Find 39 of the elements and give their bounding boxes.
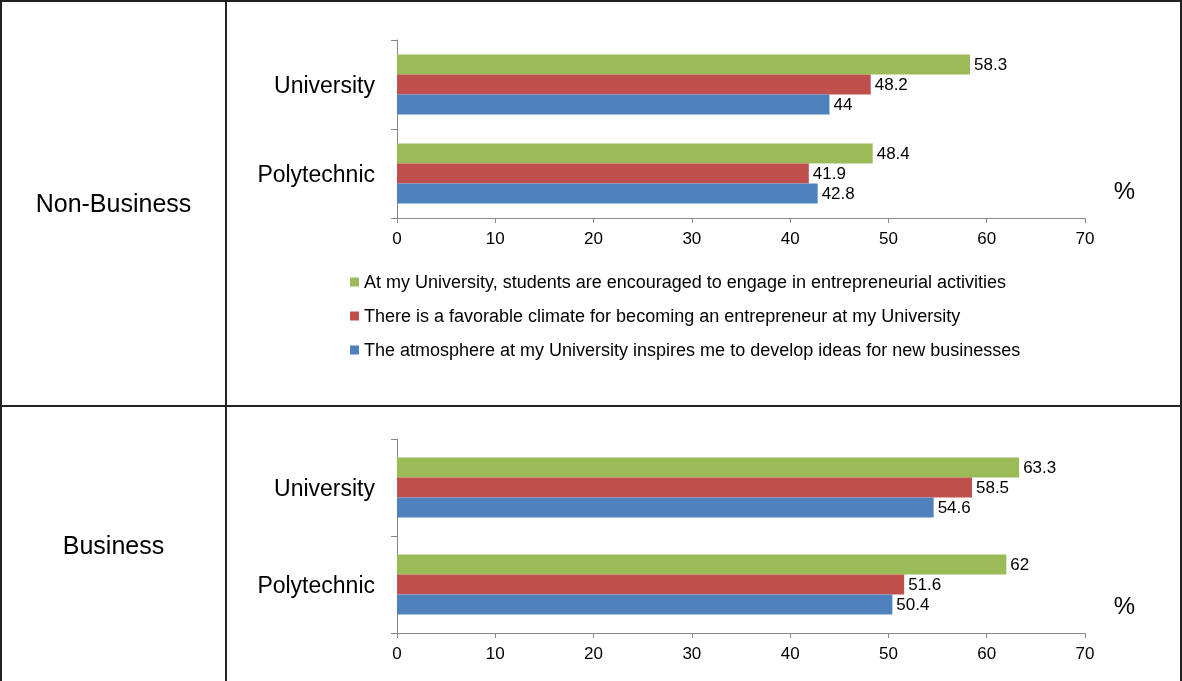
x-tick-label: 50	[878, 644, 898, 663]
data-label: 54.6	[937, 498, 971, 517]
x-tick-label: 30	[682, 229, 702, 248]
data-label: 58.5	[975, 478, 1010, 497]
x-axis-title: %	[1113, 176, 1135, 204]
x-tick-label: 40	[780, 644, 800, 663]
x-tick-label: 70	[1075, 644, 1095, 663]
y-tick-label: Polytechnic	[257, 160, 375, 187]
x-tick-label: 60	[977, 229, 997, 248]
data-label: 51.6	[908, 575, 942, 594]
x-tick-label: 50	[878, 229, 898, 248]
x-tick-label: 60	[977, 644, 997, 663]
data-label: 48.4	[876, 144, 910, 163]
x-axis-title: %	[1113, 591, 1135, 619]
data-label: 62	[1010, 555, 1030, 574]
x-tick-label: 0	[392, 644, 402, 663]
x-tick-label: 20	[584, 229, 604, 248]
legend-label: There is a favorable climate for becoming an entrepreneur at my University	[364, 306, 961, 326]
y-tick-label: Polytechnic	[257, 571, 375, 598]
data-label: 50.4	[896, 595, 930, 614]
data-label: 44	[833, 95, 853, 114]
data-label: 41.9	[812, 164, 846, 183]
x-tick-label: 0	[392, 229, 402, 248]
x-tick-label: 10	[485, 644, 505, 663]
data-label: 63.3	[1023, 458, 1057, 477]
x-tick-label: 40	[780, 229, 800, 248]
x-tick-label: 10	[485, 229, 505, 248]
data-label: 48.2	[874, 75, 908, 94]
x-tick-label: 30	[682, 644, 702, 663]
data-label: 42.8	[821, 184, 855, 203]
data-label: 58.3	[974, 55, 1008, 74]
y-tick-label: University	[274, 71, 376, 98]
x-tick-label: 70	[1075, 229, 1095, 248]
text: Non-Business	[35, 189, 192, 218]
x-tick-label: 20	[584, 644, 604, 663]
y-tick-label: University	[274, 474, 376, 501]
legend-label: The atmosphere at my University inspires me to develop ideas for new businesses	[364, 340, 1021, 360]
text: Business	[62, 530, 165, 560]
legend-label: At my University, students are encouraged to engage in entrepreneurial activities	[364, 272, 1007, 292]
